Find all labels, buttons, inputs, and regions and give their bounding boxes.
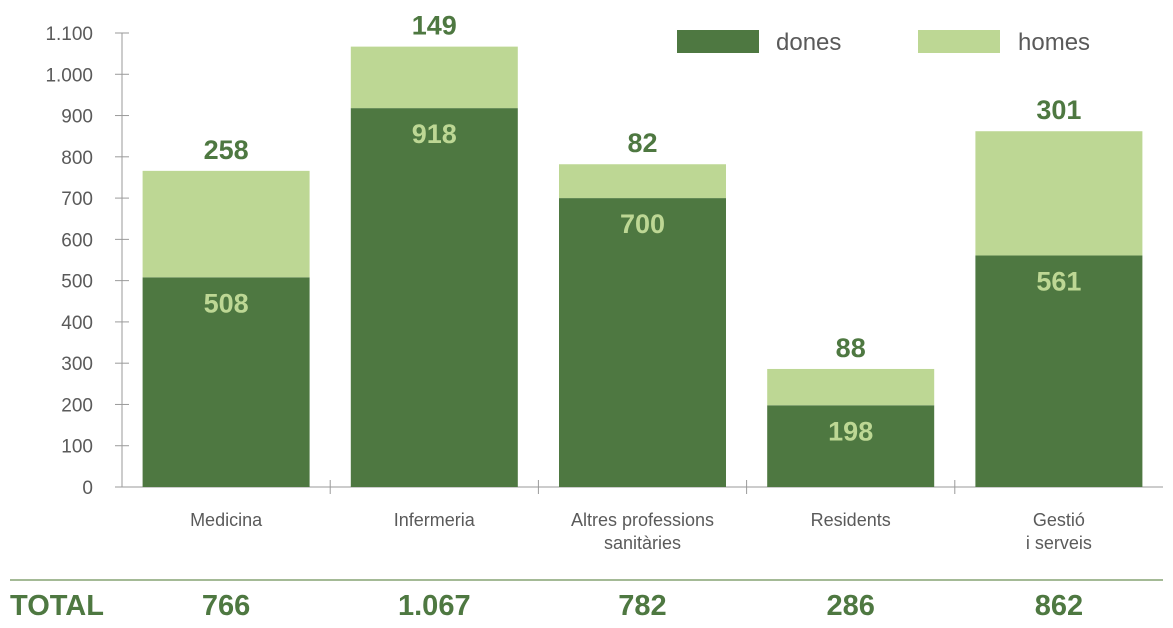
value-label-homes: 149 — [412, 11, 457, 41]
y-tick-label: 400 — [61, 313, 93, 334]
legend-label-dones: dones — [776, 29, 841, 56]
value-label-homes: 82 — [627, 128, 657, 158]
x-category-label: i serveis — [1026, 533, 1092, 553]
value-label-homes: 301 — [1036, 95, 1081, 125]
bar-dones — [767, 405, 935, 487]
value-label-dones: 918 — [412, 119, 457, 149]
totals-row-label: TOTAL — [10, 590, 104, 622]
value-label-dones: 700 — [620, 209, 665, 239]
value-label-homes: 88 — [836, 333, 866, 363]
y-tick-label: 100 — [61, 437, 93, 458]
total-value: 286 — [827, 590, 875, 622]
x-category-label: sanitàries — [604, 533, 681, 553]
y-tick-label: 1.000 — [45, 65, 93, 86]
bar-homes — [559, 164, 726, 199]
x-category-label: Infermeria — [394, 510, 476, 530]
total-value: 1.067 — [398, 590, 471, 622]
total-value: 766 — [202, 590, 250, 622]
y-tick-label: 600 — [61, 230, 93, 251]
x-category-label: Altres professions — [571, 510, 714, 530]
value-label-dones: 561 — [1036, 266, 1081, 296]
total-value: 862 — [1035, 590, 1083, 622]
legend-swatch-dones — [677, 30, 759, 53]
bar-dones — [975, 255, 1143, 487]
bar-homes — [142, 170, 310, 278]
bar-dones — [559, 198, 726, 487]
bar-homes — [350, 46, 518, 109]
y-tick-label: 900 — [61, 107, 93, 128]
value-label-dones: 198 — [828, 416, 873, 446]
y-tick-label: 700 — [61, 189, 93, 210]
y-tick-label: 0 — [82, 478, 93, 499]
value-label-dones: 508 — [204, 288, 249, 318]
x-category-label: Gestió — [1033, 510, 1085, 530]
y-tick-label: 200 — [61, 395, 93, 416]
total-value: 782 — [618, 590, 666, 622]
legend-label-homes: homes — [1018, 29, 1090, 56]
legend-swatch-homes — [918, 30, 1000, 53]
x-category-label: Residents — [811, 510, 891, 530]
y-tick-label: 1.100 — [45, 24, 93, 45]
bar-dones — [142, 277, 310, 487]
bar-homes — [975, 131, 1143, 256]
value-label-homes: 258 — [204, 135, 249, 165]
bar-homes — [767, 368, 935, 406]
y-tick-label: 300 — [61, 354, 93, 375]
y-tick-label: 800 — [61, 148, 93, 169]
bar-dones — [350, 108, 518, 487]
x-category-label: Medicina — [190, 510, 263, 530]
y-tick-label: 500 — [61, 272, 93, 293]
